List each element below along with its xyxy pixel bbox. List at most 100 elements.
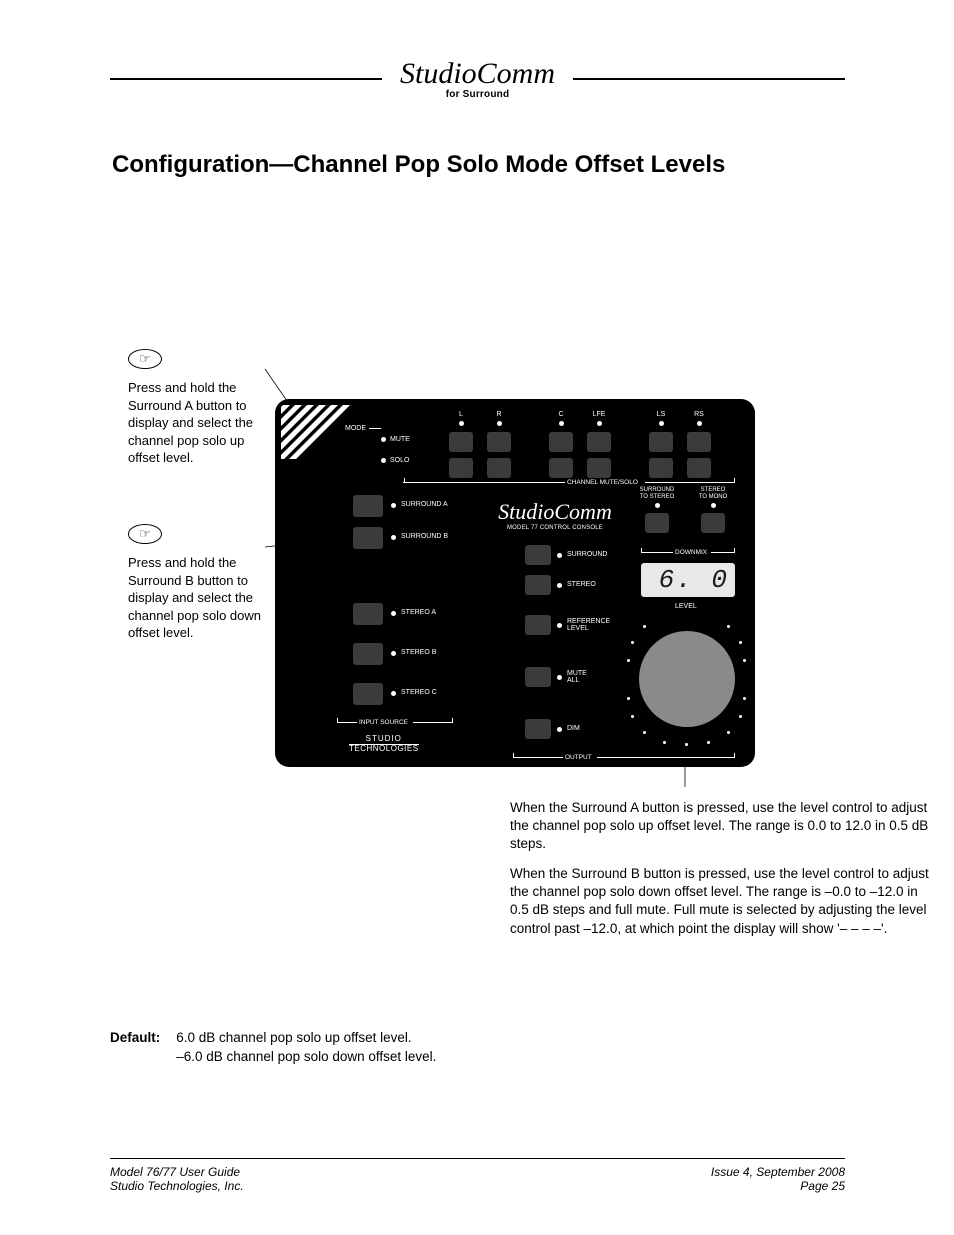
led-icon [655, 503, 660, 508]
knob-tick-icon [685, 743, 688, 746]
page-title: Configuration—Channel Pop Solo Mode Offs… [112, 151, 845, 179]
channel-label: L [443, 411, 479, 418]
led-icon [659, 421, 664, 426]
channel-mute-button[interactable] [487, 432, 511, 452]
channel-solo-button[interactable] [487, 458, 511, 478]
knob-tick-icon [707, 741, 710, 744]
channel-solo-button[interactable] [649, 458, 673, 478]
section-line [641, 552, 673, 553]
level-knob[interactable] [639, 631, 735, 727]
stereo-b-button[interactable] [353, 643, 383, 665]
knob-tick-icon [727, 625, 730, 628]
led-icon [711, 503, 716, 508]
header-logo-sub: for Surround [400, 89, 555, 100]
downmix-label: DOWNMIX [675, 549, 707, 556]
output-label: SURROUND [567, 551, 607, 558]
downmix-button[interactable] [701, 513, 725, 533]
channel-col-rs: RS [681, 411, 717, 478]
downmix-button[interactable] [645, 513, 669, 533]
source-label: STEREO A [401, 609, 436, 616]
section-line [413, 722, 453, 723]
knob-tick-icon [743, 697, 746, 700]
default-line1: 6.0 dB channel pop solo up offset level. [176, 1029, 436, 1048]
channel-solo-button[interactable] [449, 458, 473, 478]
channel-col-r: R [481, 411, 517, 478]
stereo-a-button[interactable] [353, 603, 383, 625]
mode-solo-label: SOLO [390, 457, 409, 464]
downmix-label-2b: TO MONO [691, 494, 735, 501]
footer-issue: Issue 4, September 2008 [711, 1165, 845, 1179]
surround-a-button[interactable] [353, 495, 383, 517]
header-rule-left [110, 78, 382, 80]
channel-mute-button[interactable] [687, 432, 711, 452]
output-section-label: OUTPUT [565, 754, 592, 761]
knob-tick-icon [663, 741, 666, 744]
page-footer: Model 76/77 User Guide Studio Technologi… [110, 1158, 845, 1193]
led-icon [391, 535, 396, 540]
channel-mute-button[interactable] [449, 432, 473, 452]
channel-mute-button[interactable] [587, 432, 611, 452]
output-ref-level-button[interactable] [525, 615, 551, 635]
channel-solo-button[interactable] [549, 458, 573, 478]
channel-label: RS [681, 411, 717, 418]
default-line2: –6.0 dB channel pop solo down offset lev… [176, 1048, 436, 1067]
source-label: SURROUND B [401, 533, 448, 540]
channel-mute-button[interactable] [649, 432, 673, 452]
mode-line [369, 428, 381, 429]
header-logo-script: StudioComm [400, 59, 555, 89]
led-icon [697, 421, 702, 426]
led-icon [497, 421, 502, 426]
output-surround-button[interactable] [525, 545, 551, 565]
stereo-c-button[interactable] [353, 683, 383, 705]
led-icon [391, 503, 396, 508]
section-line [645, 482, 735, 483]
level-label: LEVEL [675, 603, 697, 610]
footer-left: Model 76/77 User Guide Studio Technologi… [110, 1165, 244, 1193]
channel-col-ls: LS [643, 411, 679, 478]
output-dim-button[interactable] [525, 719, 551, 739]
channel-solo-button[interactable] [687, 458, 711, 478]
default-section: Default: 6.0 dB channel pop solo up offs… [110, 1029, 436, 1067]
footer-page: Page 25 [711, 1179, 845, 1193]
channel-col-l: L [443, 411, 479, 478]
source-label: STEREO B [401, 649, 436, 656]
console-logo: StudioComm MODEL 77 CONTROL CONSOLE [485, 499, 625, 531]
output-label: MUTEALL [567, 670, 587, 684]
downmix-label-1a: SURROUND [635, 487, 679, 494]
led-icon [381, 458, 386, 463]
output-label: DIM [567, 725, 580, 732]
callout-surround-a: ☞ Press and hold the Surround A button t… [128, 349, 268, 467]
output-stereo-button[interactable] [525, 575, 551, 595]
section-line [337, 722, 357, 723]
knob-tick-icon [727, 731, 730, 734]
callout-surround-b: ☞ Press and hold the Surround B button t… [128, 524, 268, 642]
source-label: STEREO C [401, 689, 437, 696]
callout-b-text: Press and hold the Surround B button to … [128, 554, 268, 642]
level-display: 6. 0 [641, 563, 735, 597]
corner-stripes-icon [281, 405, 351, 459]
downmix-col-surround-to-stereo: SURROUND TO STEREO [635, 487, 679, 533]
section-line [711, 552, 735, 553]
surround-b-button[interactable] [353, 527, 383, 549]
studio-technologies-logo: STUDIO TECHNOLOGIES [349, 735, 419, 753]
channel-solo-button[interactable] [587, 458, 611, 478]
footer-company: Studio Technologies, Inc. [110, 1179, 244, 1193]
paragraph-2: When the Surround B button is pressed, u… [510, 865, 940, 938]
pointer-icon: ☞ [128, 524, 162, 544]
footer-model: Model 76/77 User Guide [110, 1165, 244, 1179]
knob-tick-icon [643, 731, 646, 734]
knob-tick-icon [627, 697, 630, 700]
section-line [597, 757, 735, 758]
output-mute-all-button[interactable] [525, 667, 551, 687]
paragraph-1: When the Surround A button is pressed, u… [510, 799, 940, 854]
knob-tick-icon [631, 641, 634, 644]
channel-mute-button[interactable] [549, 432, 573, 452]
output-label: STEREO [567, 581, 596, 588]
led-icon [597, 421, 602, 426]
default-label: Default: [110, 1029, 160, 1067]
console-model-label: MODEL 77 CONTROL CONSOLE [485, 525, 625, 531]
led-icon [557, 727, 562, 732]
control-console: MODE MUTE SOLO L R [275, 399, 755, 767]
knob-tick-icon [643, 625, 646, 628]
section-line [403, 482, 565, 483]
